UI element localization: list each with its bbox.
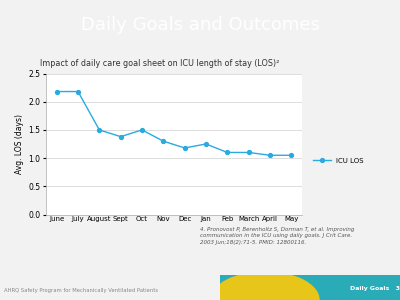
Text: AHRQ Safety Program for Mechanically Ventilated Patients: AHRQ Safety Program for Mechanically Ven… (4, 288, 158, 293)
Text: Daily Goals and Outcomes: Daily Goals and Outcomes (80, 16, 320, 34)
Text: Daily Goals   31: Daily Goals 31 (350, 286, 400, 291)
Y-axis label: Avg. LOS (days): Avg. LOS (days) (15, 114, 24, 174)
Ellipse shape (211, 272, 319, 300)
Text: 4. Pronovost P, Berenholtz S, Dorman T, et al. Improving
communication in the IC: 4. Pronovost P, Berenholtz S, Dorman T, … (200, 226, 354, 245)
Ellipse shape (210, 276, 309, 300)
Legend: ICU LOS: ICU LOS (313, 158, 364, 164)
Text: Impact of daily care goal sheet on ICU length of stay (LOS)²: Impact of daily care goal sheet on ICU l… (40, 58, 279, 68)
